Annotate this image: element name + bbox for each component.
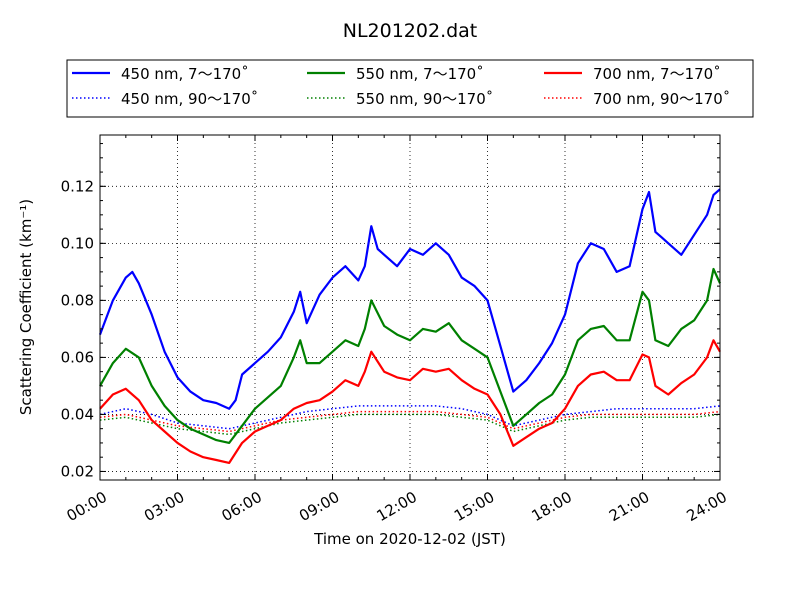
axis-ticks: 00:00 03:00 06:00 09:00 12:00 15:00 18:00 21:00… <box>61 135 730 525</box>
x-tick-label: 24:00 <box>684 488 730 525</box>
y-tick-label: 0.02 <box>61 462 94 480</box>
legend-label: 700 nm, 90～170˚ <box>593 90 730 108</box>
series-line-550nm-90-170 <box>99 413 721 436</box>
y-tick-label: 0.04 <box>61 405 94 423</box>
series-line-450nm-7-170 <box>98 188 721 410</box>
series-line-700nm-90-170 <box>99 410 721 433</box>
x-tick-label: 15:00 <box>451 488 497 525</box>
y-tick-label: 0.08 <box>61 291 94 309</box>
y-tick-label: 0.12 <box>61 177 94 195</box>
legend-label: 550 nm, 90～170˚ <box>356 90 493 108</box>
x-tick-label: 18:00 <box>529 488 575 525</box>
series-line-700nm-7-170 <box>99 339 721 464</box>
x-tick-label: 06:00 <box>219 488 265 525</box>
legend-label: 550 nm, 7～170˚ <box>356 65 484 83</box>
x-tick-label: 12:00 <box>374 488 420 525</box>
y-axis-label: Scattering Coefficient (km⁻¹) <box>17 199 35 415</box>
gridlines <box>100 135 720 480</box>
chart-title: NL201202.dat <box>343 20 478 42</box>
x-axis-label: Time on 2020-12-02 (JST) <box>313 530 506 548</box>
x-tick-label: 00:00 <box>64 488 110 525</box>
x-tick-label: 09:00 <box>296 488 342 525</box>
legend-label: 700 nm, 7～170˚ <box>593 65 721 83</box>
legend-label: 450 nm, 7～170˚ <box>121 65 249 83</box>
series-layer <box>98 188 722 464</box>
x-tick-label: 03:00 <box>141 488 187 525</box>
x-tick-label: 21:00 <box>606 488 652 525</box>
legend-label: 450 nm, 90～170˚ <box>121 90 258 108</box>
y-tick-label: 0.06 <box>61 348 94 366</box>
y-tick-label: 0.10 <box>61 234 94 252</box>
legend: 450 nm, 7～170˚ 550 nm, 7～170˚ 700 nm, 7～17… <box>66 59 754 118</box>
series-line-450nm-90-170 <box>99 405 721 430</box>
legend-frame <box>66 59 754 118</box>
series-line-550nm-7-170 <box>99 267 722 444</box>
